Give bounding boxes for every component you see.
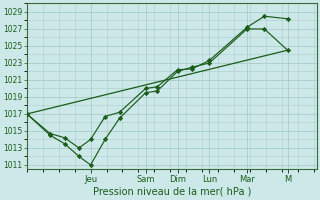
X-axis label: Pression niveau de la mer( hPa ): Pression niveau de la mer( hPa ) bbox=[92, 187, 251, 197]
